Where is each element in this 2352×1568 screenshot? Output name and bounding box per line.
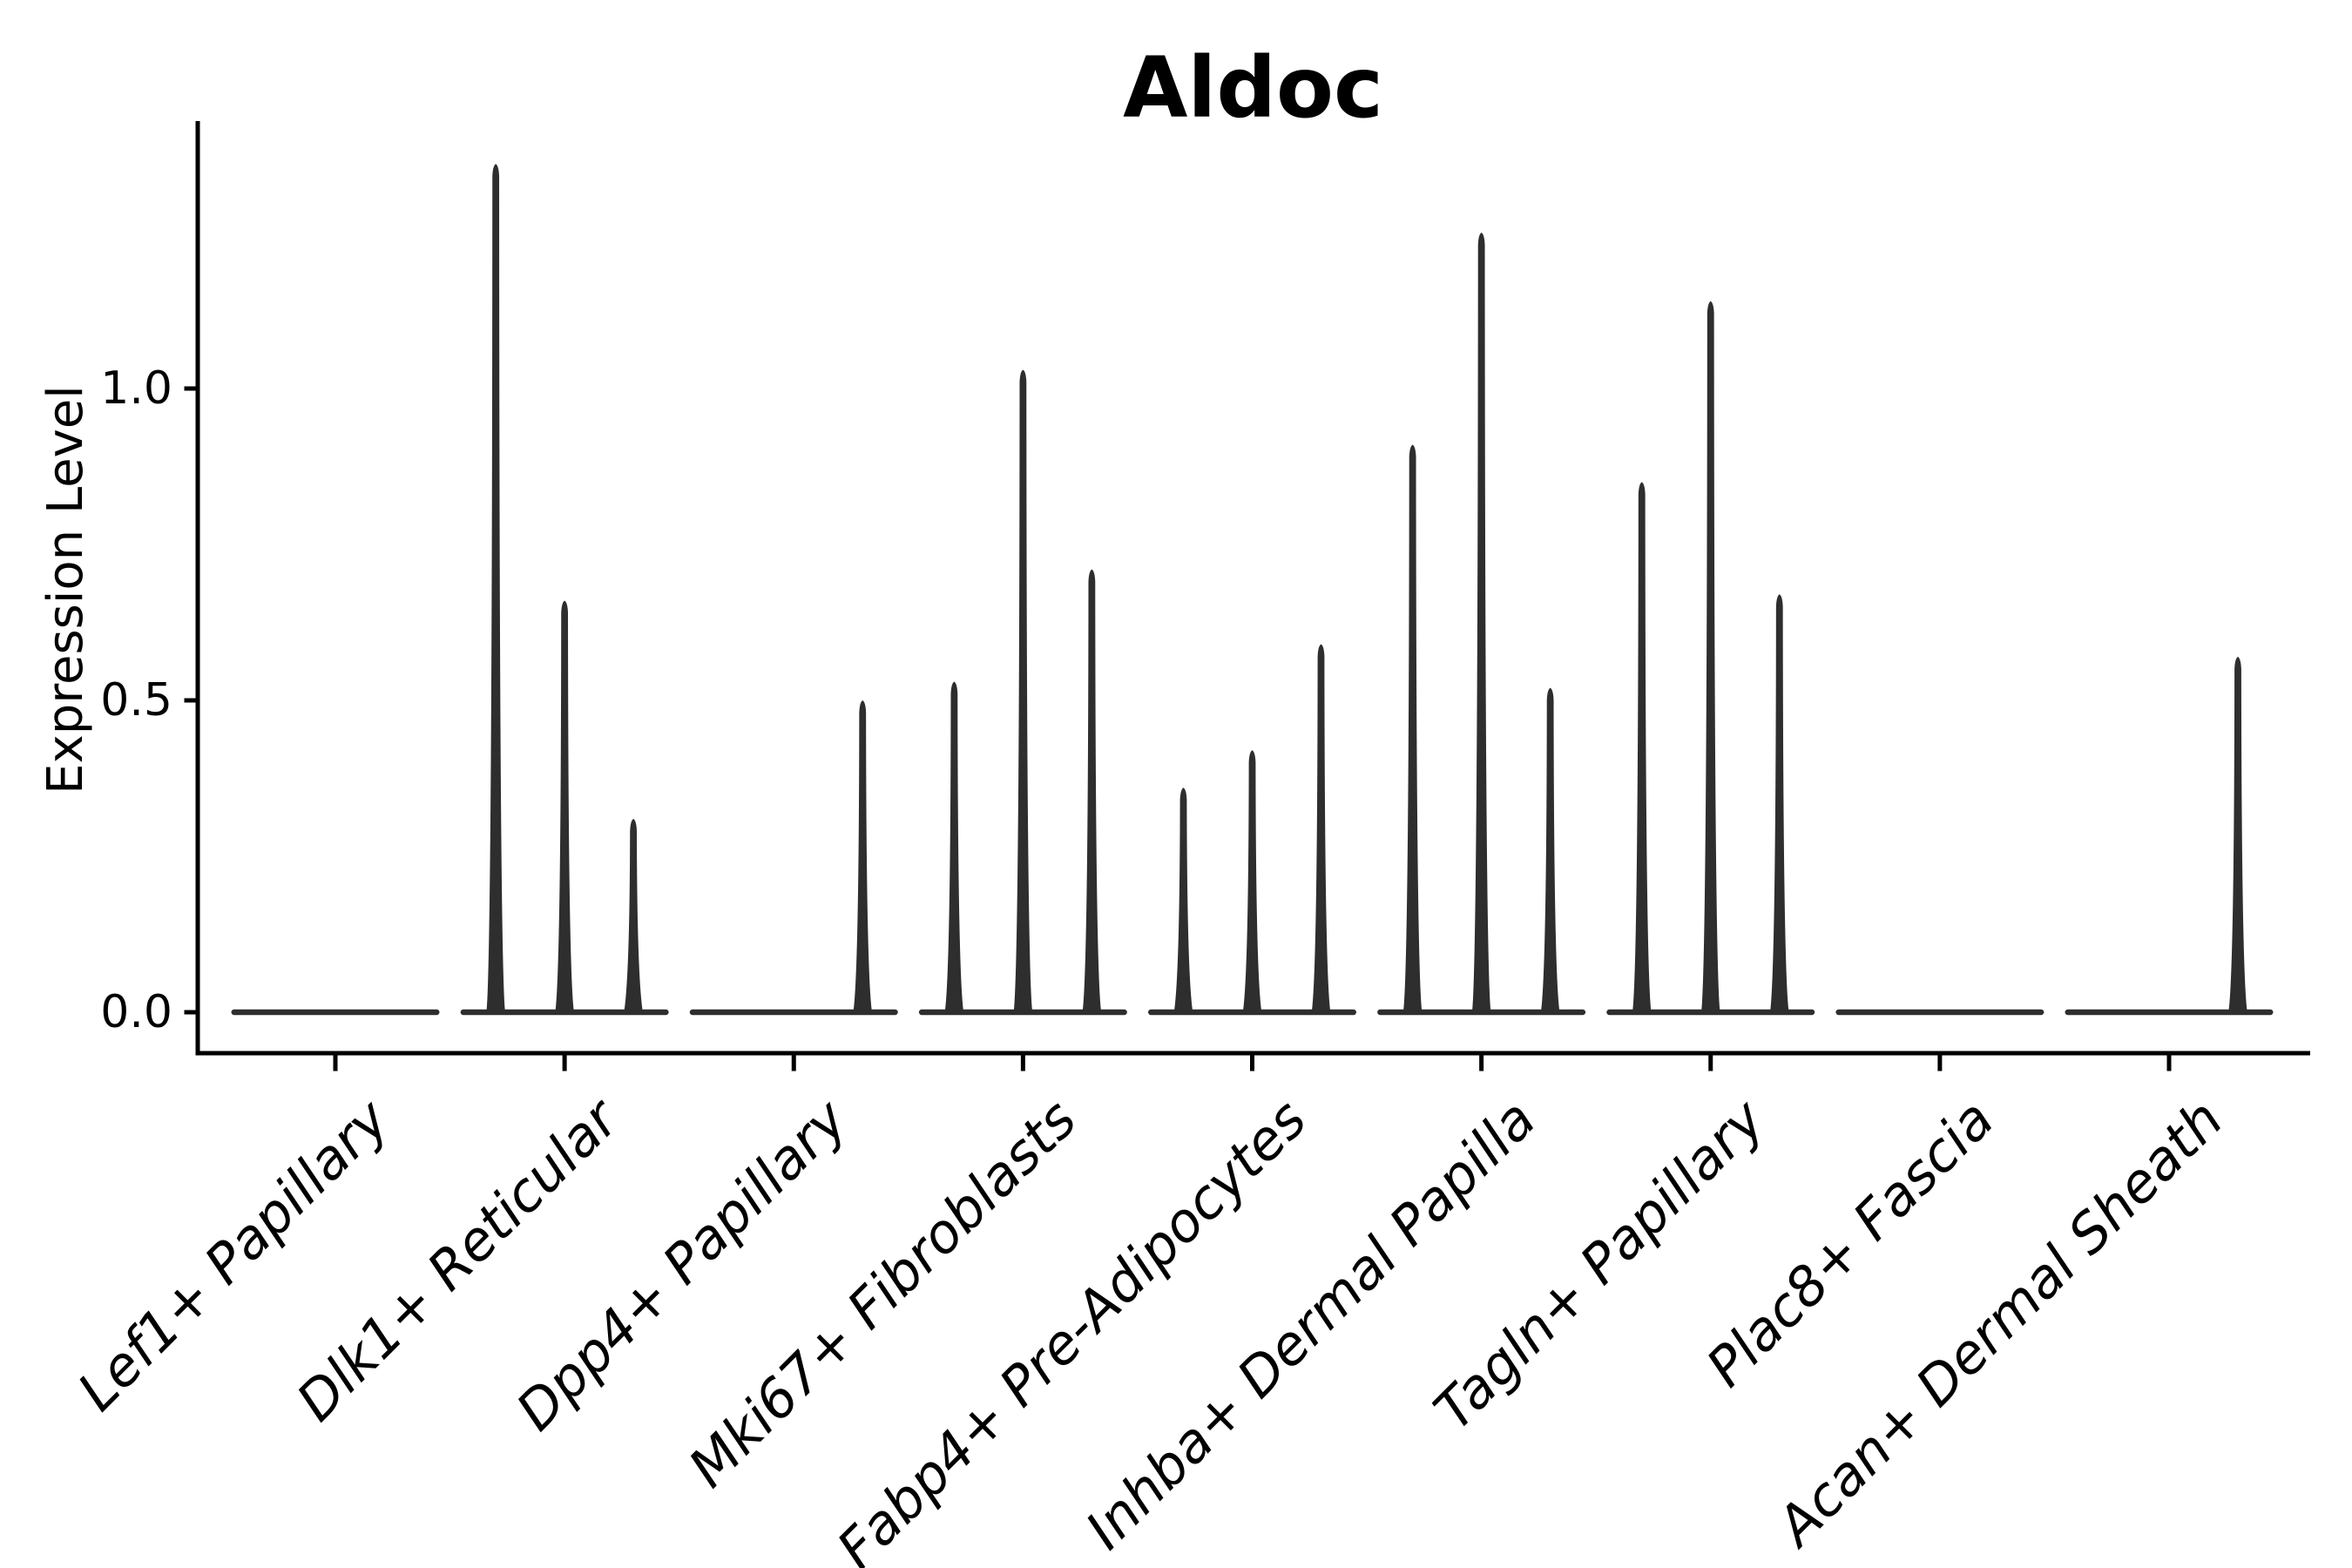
x-axis-spine <box>195 1051 2310 1056</box>
violin-spike <box>1311 644 1331 1014</box>
violin-spike <box>555 600 575 1014</box>
y-tick-mark <box>184 386 196 391</box>
violin-spike <box>1632 482 1652 1014</box>
y-tick-mark <box>184 698 196 703</box>
x-tick-mark <box>791 1055 796 1071</box>
y-tick-label: 0.5 <box>100 674 172 727</box>
violin-base-strip <box>689 1009 898 1016</box>
violin-base-strip <box>231 1009 440 1016</box>
y-tick-label: 1.0 <box>100 362 172 415</box>
violin-spike <box>2228 656 2247 1014</box>
violin-spike <box>1402 444 1423 1014</box>
violin-spike <box>486 164 506 1014</box>
violin-spike <box>1242 750 1262 1014</box>
x-tick-mark <box>562 1055 567 1071</box>
x-tick-mark <box>1020 1055 1025 1071</box>
violin-spike <box>1471 233 1491 1014</box>
y-axis-spine <box>195 121 200 1056</box>
violin-spike <box>1082 569 1102 1014</box>
violin-spike <box>853 700 873 1014</box>
violin-spike <box>1769 594 1789 1014</box>
chart-title: Aldoc <box>1123 39 1383 137</box>
x-tick-mark <box>2166 1055 2172 1071</box>
y-tick-label: 0.0 <box>100 986 172 1038</box>
violin-spike <box>624 819 644 1014</box>
violin-spike <box>1013 369 1033 1014</box>
violin-base-strip <box>1835 1009 2044 1016</box>
x-tick-mark <box>1479 1055 1484 1071</box>
violin-base-strip <box>2065 1009 2274 1016</box>
violin-spike <box>1700 301 1720 1014</box>
y-tick-mark <box>184 1010 196 1015</box>
violin-spike <box>944 681 964 1014</box>
x-tick-mark <box>1250 1055 1254 1071</box>
x-tick-mark <box>1937 1055 1943 1071</box>
x-tick-mark <box>1708 1055 1713 1071</box>
violin-spike <box>1173 787 1193 1014</box>
violin-spike <box>1540 687 1560 1014</box>
x-tick-mark <box>333 1055 338 1071</box>
